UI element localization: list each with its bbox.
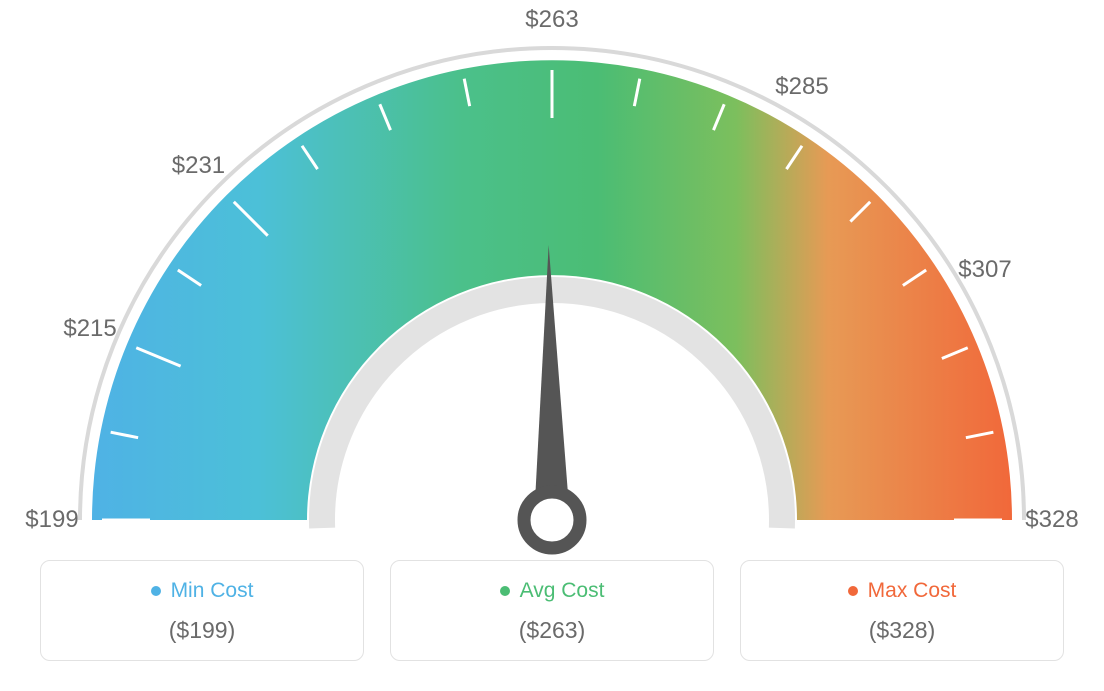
gauge-svg bbox=[0, 0, 1104, 560]
max-cost-label: Max Cost bbox=[868, 579, 957, 603]
min-cost-value: ($199) bbox=[51, 617, 353, 644]
gauge-tick-label: $199 bbox=[25, 506, 78, 534]
avg-dot-icon bbox=[500, 586, 510, 596]
avg-cost-title: Avg Cost bbox=[500, 579, 605, 603]
summary-cards: Min Cost ($199) Avg Cost ($263) Max Cost… bbox=[0, 560, 1104, 691]
avg-cost-label: Avg Cost bbox=[520, 579, 605, 603]
avg-cost-card: Avg Cost ($263) bbox=[390, 560, 714, 661]
min-cost-card: Min Cost ($199) bbox=[40, 560, 364, 661]
max-cost-value: ($328) bbox=[751, 617, 1053, 644]
gauge-tick-label: $263 bbox=[525, 6, 578, 34]
min-cost-label: Min Cost bbox=[171, 579, 254, 603]
avg-cost-value: ($263) bbox=[401, 617, 703, 644]
gauge-tick-label: $328 bbox=[1025, 506, 1078, 534]
max-cost-title: Max Cost bbox=[848, 579, 957, 603]
gauge-tick-label: $285 bbox=[775, 73, 828, 101]
gauge-tick-label: $215 bbox=[63, 315, 116, 343]
gauge-chart: $199 $215 $231 $263 $285 $307 $328 bbox=[0, 0, 1104, 560]
gauge-tick-label: $231 bbox=[172, 152, 225, 180]
max-dot-icon bbox=[848, 586, 858, 596]
gauge-tick-label: $307 bbox=[958, 256, 1011, 284]
min-cost-title: Min Cost bbox=[151, 579, 254, 603]
min-dot-icon bbox=[151, 586, 161, 596]
max-cost-card: Max Cost ($328) bbox=[740, 560, 1064, 661]
